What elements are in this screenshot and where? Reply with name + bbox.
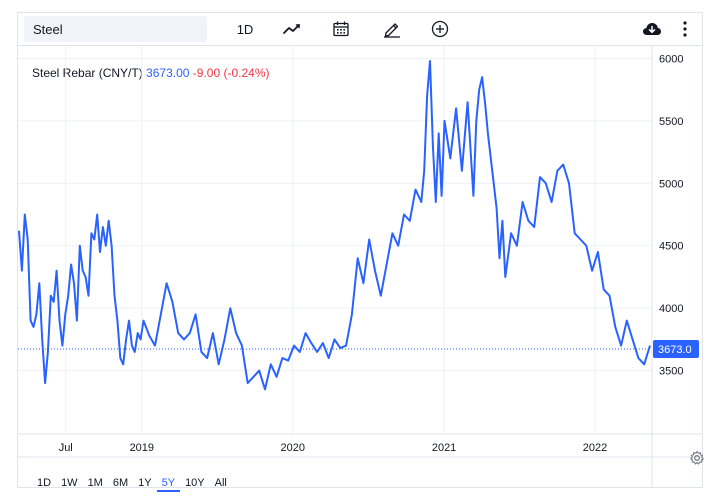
more-options-button[interactable] [677, 17, 693, 41]
x-tick-label: Jul [59, 442, 73, 454]
drawing-tool-button[interactable] [380, 17, 404, 41]
last-price-label: 3673.0 [653, 339, 699, 358]
legend-change: -9.00 (-0.24%) [192, 66, 270, 80]
series-line-steel-rebar [18, 60, 651, 391]
calendar-button[interactable] [329, 17, 353, 41]
chart-type-button[interactable] [279, 17, 305, 41]
x-tick-label: 2020 [280, 442, 304, 454]
y-tick-label: 6000 [659, 53, 683, 65]
range-button-all[interactable]: All [214, 477, 227, 489]
symbol-search-input[interactable] [24, 16, 207, 42]
calendar-icon [333, 21, 349, 37]
range-button-1m[interactable]: 1M [87, 477, 103, 489]
x-tick-label: 2022 [583, 442, 607, 454]
more-vertical-icon [683, 21, 687, 37]
line-chart-icon [283, 24, 300, 34]
legend-symbol-name: Steel Rebar (CNY/T) [32, 66, 143, 80]
x-tick-label: 2021 [432, 442, 456, 454]
y-tick-label: 4000 [659, 303, 683, 315]
pencil-icon [384, 23, 400, 38]
range-selector: 1D 1W 1M 6M 1Y 5Y 10Y All [32, 476, 232, 492]
legend-last-value: 3673.00 [146, 66, 190, 80]
x-axis-labels: Jul 2019 2020 2021 2022 [59, 442, 608, 454]
last-price-label-text: 3673.0 [658, 344, 692, 356]
range-button-5y[interactable]: 5Y [156, 476, 181, 492]
range-button-10y[interactable]: 10Y [185, 477, 205, 489]
chart-toolbar: 1D [18, 13, 702, 46]
x-tick-label: 2019 [130, 442, 154, 454]
range-button-6m[interactable]: 6M [112, 477, 129, 489]
chart-legend: Steel Rebar (CNY/T) 3673.00 -9.00 (-0.24… [32, 66, 269, 80]
y-tick-label: 4500 [659, 241, 683, 253]
price-chart[interactable]: 3500 4000 4500 5000 5500 6000 Jul 2019 2020 2021… [18, 13, 702, 487]
x-gridlines [65, 46, 596, 433]
interval-button[interactable]: 1D [236, 21, 254, 37]
range-button-1w[interactable]: 1W [61, 477, 78, 489]
compare-add-button[interactable] [429, 17, 451, 41]
gear-icon [690, 450, 704, 465]
y-tick-label: 5000 [659, 178, 683, 190]
range-button-1y[interactable]: 1Y [138, 477, 152, 489]
range-button-1d[interactable]: 1D [37, 477, 52, 489]
plus-circle-icon [431, 20, 449, 38]
cloud-download-icon [643, 23, 661, 35]
chart-settings-button[interactable] [689, 450, 705, 466]
download-button[interactable] [640, 17, 664, 41]
y-tick-label: 3500 [659, 366, 683, 378]
last-price-label-bg [653, 339, 699, 358]
y-gridlines [18, 57, 651, 372]
chart-widget: 1D [17, 12, 705, 492]
y-axis-labels: 3500 4000 4500 5000 5500 6000 [659, 53, 683, 377]
y-tick-label: 5500 [659, 116, 683, 128]
